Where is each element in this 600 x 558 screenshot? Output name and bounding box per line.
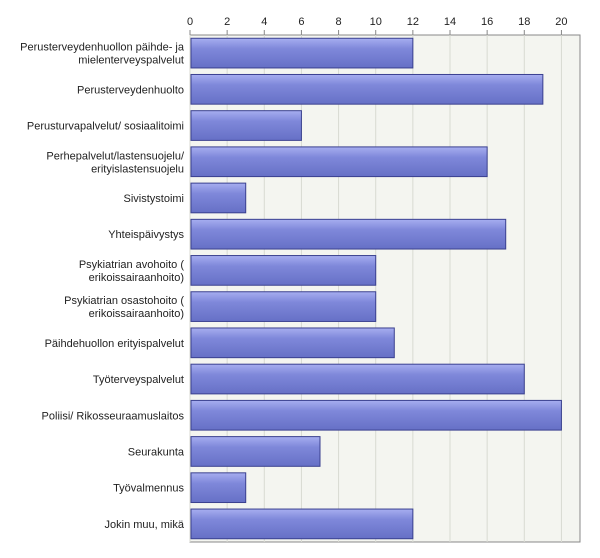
bar (190, 363, 525, 395)
x-tick-label: 0 (187, 16, 193, 28)
x-tick-label: 20 (555, 16, 567, 28)
x-tick-label: 14 (444, 16, 456, 28)
bar (190, 73, 544, 105)
x-tick-label: 6 (298, 16, 304, 28)
x-tick-label: 18 (518, 16, 530, 28)
x-tick-label: 2 (224, 16, 230, 28)
category-label: Perhepalvelut/lastensuojelu/erityislaste… (46, 150, 185, 175)
category-label: Työterveyspalvelut (93, 374, 184, 386)
x-tick-label: 4 (261, 16, 267, 28)
x-axis-ticks: 0 2 4 6 8 10 12 14 16 18 20 (187, 16, 568, 35)
bar (190, 472, 247, 504)
bar (190, 399, 562, 431)
category-label: Perusturvapalvelut/ sosiaalitoimi (27, 121, 184, 133)
category-label: Poliisi/ Rikosseuraamuslaitos (42, 410, 185, 422)
category-label: Perusterveydenhuollon päihde- ja mielente… (20, 42, 185, 67)
category-label: Sivistystoimi (123, 193, 184, 205)
x-tick-label: 16 (481, 16, 493, 28)
category-label: Päihdehuollon erityispalvelut (45, 338, 184, 350)
bars (190, 37, 562, 540)
bar (190, 327, 395, 359)
bar (190, 37, 414, 69)
bar (190, 218, 507, 250)
bar (190, 182, 247, 214)
bar (190, 255, 377, 286)
category-label: Seurakunta (128, 446, 185, 458)
category-labels: Perusterveydenhuollon päihde- ja mielente… (20, 42, 185, 531)
category-label: Jokin muu, mikä (105, 519, 185, 531)
category-label: Psykiatrian osastohoito (erikoissairaanh… (64, 295, 184, 320)
category-label: Psykiatrian avohoito (erikoissairaanhoit… (79, 259, 184, 284)
bar (190, 436, 321, 467)
bar (190, 291, 377, 322)
x-tick-label: 8 (336, 16, 342, 28)
x-tick-label: 12 (407, 16, 419, 28)
category-label: Perusterveydenhuolto (77, 84, 184, 96)
bar (190, 508, 414, 540)
category-label: Yhteispäivystys (108, 229, 184, 241)
category-label: Työvalmennus (113, 483, 184, 495)
bar (190, 146, 488, 178)
bar (190, 110, 302, 141)
x-tick-label: 10 (370, 16, 382, 28)
